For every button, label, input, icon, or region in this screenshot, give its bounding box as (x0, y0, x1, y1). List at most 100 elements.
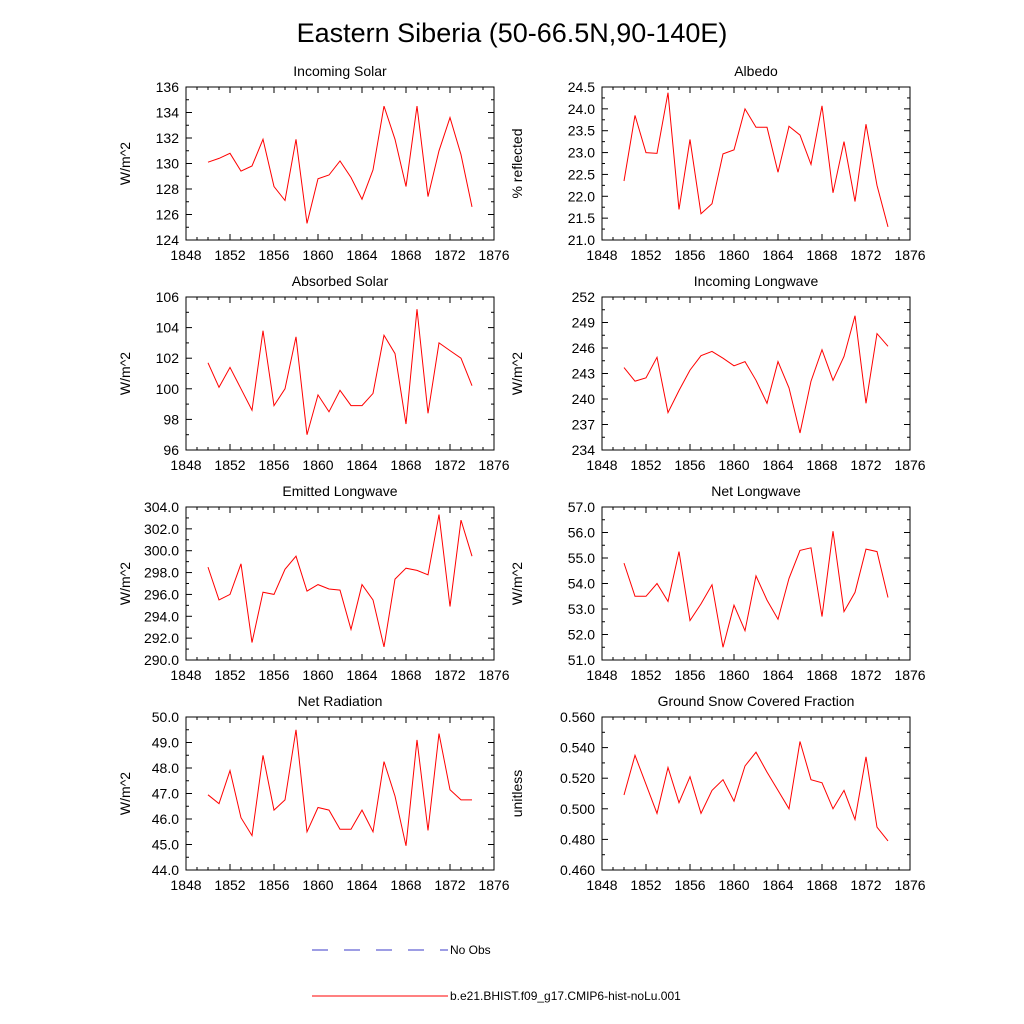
y-tick-label: 104 (156, 320, 180, 336)
y-tick-label: 130 (156, 156, 180, 172)
x-tick-label: 1848 (170, 877, 201, 893)
y-tick-label: 290.0 (144, 652, 179, 668)
legend-item-no-obs: No Obs (312, 943, 491, 957)
y-tick-label: 22.5 (568, 166, 595, 182)
figure-title: Eastern Siberia (50-66.5N,90-140E) (297, 18, 728, 48)
x-tick-label: 1852 (214, 667, 245, 683)
x-tick-label: 1848 (170, 667, 201, 683)
y-tick-label: 23.5 (568, 123, 595, 139)
x-tick-label: 1860 (718, 457, 749, 473)
x-tick-label: 1860 (302, 247, 333, 263)
x-tick-label: 1864 (762, 457, 793, 473)
y-tick-label: 24.5 (568, 79, 595, 95)
y-tick-label: 51.0 (568, 652, 595, 668)
y-tick-label: 55.0 (568, 550, 595, 566)
y-tick-label: 44.0 (152, 862, 179, 878)
y-tick-label: 249 (572, 315, 596, 331)
y-axis-label-ground-snow-covered-fraction: unitless (509, 770, 525, 817)
plot-frame-absorbed-solar (185, 296, 495, 451)
y-tick-label: 304.0 (144, 499, 179, 515)
x-tick-label: 1860 (302, 667, 333, 683)
series-line-incoming-solar (207, 105, 473, 224)
y-tick-label: 22.0 (568, 188, 595, 204)
y-tick-label: 124 (156, 232, 180, 248)
x-tick-label: 1856 (674, 877, 705, 893)
series-line-albedo (623, 92, 889, 228)
x-tick-label: 1860 (302, 457, 333, 473)
legend-label-model: b.e21.BHIST.f09_g17.CMIP6-hist-noLu.001 (450, 989, 681, 1003)
y-tick-label: 0.520 (560, 770, 595, 786)
x-tick-label: 1852 (214, 457, 245, 473)
y-tick-label: 252 (572, 289, 596, 305)
x-tick-label: 1864 (346, 247, 377, 263)
y-tick-label: 234 (572, 442, 596, 458)
x-tick-label: 1872 (434, 877, 465, 893)
panel-title-emitted-longwave: Emitted Longwave (282, 483, 397, 499)
x-tick-label: 1872 (850, 247, 881, 263)
panel-incoming-solar: Incoming Solar 1848 1852 1856 1860 1864 1868 18… (117, 63, 510, 263)
y-tick-label: 132 (156, 130, 180, 146)
y-tick-label: 294.0 (144, 608, 179, 624)
x-tick-label: 1856 (674, 247, 705, 263)
y-tick-label: 296.0 (144, 586, 179, 602)
y-axis-label-incoming-solar: W/m^2 (117, 142, 133, 185)
x-tick-label: 1856 (674, 667, 705, 683)
y-tick-label: 240 (572, 391, 596, 407)
y-tick-label: 0.500 (560, 801, 595, 817)
x-tick-label: 1872 (434, 247, 465, 263)
x-tick-label: 1852 (214, 877, 245, 893)
y-tick-label: 49.0 (152, 735, 179, 751)
x-tick-label: 1868 (390, 457, 421, 473)
x-tick-label: 1868 (806, 247, 837, 263)
x-tick-label: 1864 (346, 877, 377, 893)
x-tick-label: 1852 (630, 667, 661, 683)
y-axis-label-absorbed-solar: W/m^2 (117, 352, 133, 395)
plot-frame-ground-snow-covered-fraction (601, 716, 911, 871)
x-tick-label: 1868 (806, 457, 837, 473)
panel-title-ground-snow-covered-fraction: Ground Snow Covered Fraction (658, 693, 855, 709)
y-tick-label: 128 (156, 181, 180, 197)
y-tick-label: 24.0 (568, 101, 595, 117)
x-tick-label: 1876 (478, 877, 509, 893)
y-axis-label-net-radiation: W/m^2 (117, 772, 133, 815)
x-tick-label: 1876 (478, 667, 509, 683)
x-tick-label: 1868 (806, 877, 837, 893)
x-tick-label: 1864 (346, 667, 377, 683)
x-tick-label: 1852 (630, 877, 661, 893)
x-tick-label: 1848 (586, 667, 617, 683)
x-tick-label: 1864 (762, 667, 793, 683)
x-tick-label: 1872 (850, 877, 881, 893)
x-tick-label: 1860 (718, 667, 749, 683)
panel-emitted-longwave: Emitted Longwave 1848 1852 1856 1860 1864 1868… (117, 483, 510, 683)
y-tick-label: 302.0 (144, 521, 179, 537)
series-line-emitted-longwave (207, 514, 473, 648)
x-tick-label: 1876 (894, 247, 925, 263)
y-tick-label: 246 (572, 340, 596, 356)
y-axis-label-albedo: % reflected (509, 128, 525, 198)
x-tick-label: 1852 (214, 247, 245, 263)
y-tick-label: 298.0 (144, 565, 179, 581)
y-tick-label: 98 (163, 411, 179, 427)
y-tick-label: 100 (156, 381, 180, 397)
x-tick-label: 1876 (894, 877, 925, 893)
x-tick-label: 1860 (718, 247, 749, 263)
panel-title-albedo: Albedo (734, 63, 778, 79)
y-tick-label: 136 (156, 79, 180, 95)
x-tick-label: 1868 (390, 667, 421, 683)
legend-label-no-obs: No Obs (450, 943, 491, 957)
y-tick-label: 300.0 (144, 543, 179, 559)
y-tick-label: 50.0 (152, 709, 179, 725)
y-tick-label: 54.0 (568, 576, 595, 592)
x-tick-label: 1860 (302, 877, 333, 893)
panel-title-incoming-longwave: Incoming Longwave (694, 273, 819, 289)
x-tick-label: 1872 (850, 457, 881, 473)
x-tick-label: 1868 (806, 667, 837, 683)
y-tick-label: 292.0 (144, 630, 179, 646)
x-tick-label: 1848 (170, 247, 201, 263)
y-tick-label: 102 (156, 350, 180, 366)
plot-frame-net-radiation (185, 716, 495, 871)
x-tick-label: 1856 (258, 247, 289, 263)
panels: Incoming Solar 1848 1852 1856 1860 1864 1868 18… (117, 63, 926, 893)
x-tick-label: 1868 (390, 247, 421, 263)
